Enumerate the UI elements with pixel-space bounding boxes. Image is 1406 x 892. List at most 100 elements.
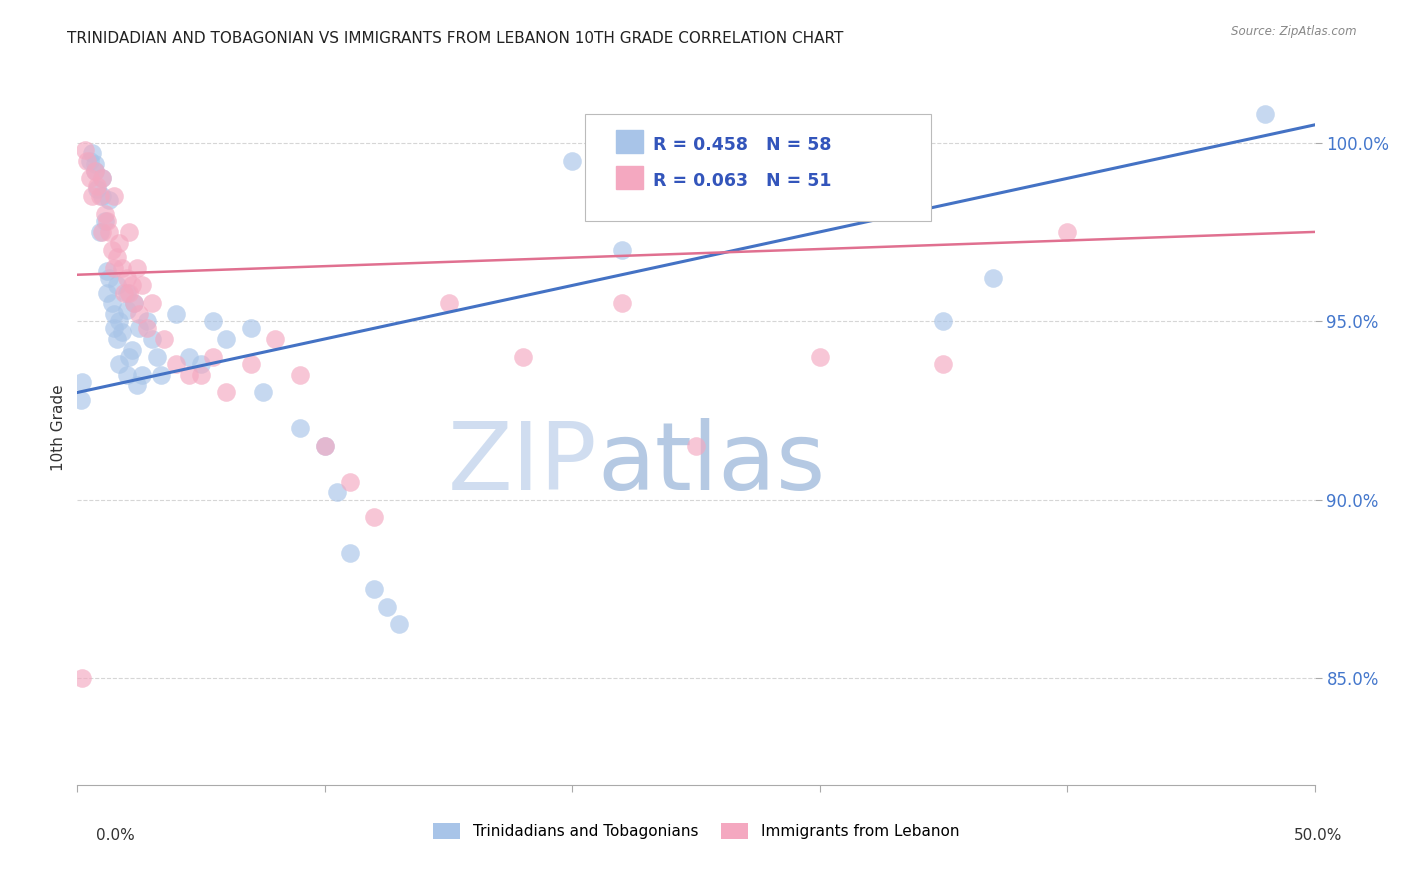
Point bbox=[91, 189, 114, 203]
Point bbox=[72, 375, 94, 389]
Point bbox=[108, 314, 131, 328]
Point bbox=[115, 285, 138, 300]
Bar bbox=[616, 166, 643, 189]
Point bbox=[79, 153, 101, 168]
Point bbox=[112, 285, 135, 300]
Point bbox=[239, 321, 262, 335]
Point bbox=[91, 171, 114, 186]
Point bbox=[89, 225, 111, 239]
Point bbox=[932, 357, 955, 371]
Point bbox=[91, 171, 114, 186]
Point bbox=[108, 357, 131, 371]
Point bbox=[561, 153, 583, 168]
Bar bbox=[616, 130, 643, 153]
Point bbox=[363, 510, 385, 524]
Point bbox=[177, 350, 200, 364]
Point bbox=[190, 368, 212, 382]
Point bbox=[141, 332, 163, 346]
Point bbox=[115, 368, 138, 382]
Point bbox=[264, 332, 287, 346]
Point bbox=[932, 314, 955, 328]
Text: Source: ZipAtlas.com: Source: ZipAtlas.com bbox=[1232, 25, 1357, 38]
Point bbox=[111, 260, 134, 275]
Point bbox=[96, 264, 118, 278]
Point bbox=[1056, 225, 1078, 239]
Point bbox=[981, 271, 1004, 285]
Point bbox=[165, 307, 187, 321]
Point bbox=[98, 193, 121, 207]
Point bbox=[83, 157, 105, 171]
Point bbox=[202, 350, 225, 364]
Point bbox=[103, 189, 125, 203]
Point bbox=[96, 285, 118, 300]
Point bbox=[437, 296, 460, 310]
Point bbox=[115, 303, 138, 318]
Point bbox=[128, 321, 150, 335]
Point bbox=[70, 392, 93, 407]
Text: R = 0.063   N = 51: R = 0.063 N = 51 bbox=[652, 171, 831, 189]
Point bbox=[150, 368, 173, 382]
Point bbox=[288, 421, 311, 435]
Point bbox=[105, 250, 128, 264]
Point bbox=[73, 143, 96, 157]
Point bbox=[83, 164, 105, 178]
Point bbox=[118, 285, 141, 300]
Point bbox=[610, 296, 633, 310]
Point bbox=[93, 207, 115, 221]
Point bbox=[190, 357, 212, 371]
Point bbox=[125, 378, 148, 392]
Point bbox=[91, 225, 114, 239]
Point bbox=[82, 146, 104, 161]
Point bbox=[103, 260, 125, 275]
Point bbox=[135, 321, 157, 335]
Point bbox=[512, 350, 534, 364]
Point bbox=[215, 385, 238, 400]
Point bbox=[135, 314, 157, 328]
Point bbox=[118, 225, 141, 239]
Point bbox=[339, 546, 361, 560]
Point bbox=[93, 214, 115, 228]
Point bbox=[111, 325, 134, 339]
Point bbox=[79, 171, 101, 186]
Point bbox=[145, 350, 167, 364]
Point bbox=[808, 350, 831, 364]
Point bbox=[610, 243, 633, 257]
Point bbox=[76, 153, 98, 168]
Point bbox=[105, 278, 128, 293]
Point bbox=[363, 582, 385, 596]
Point bbox=[141, 296, 163, 310]
Text: ZIP: ZIP bbox=[447, 417, 598, 510]
Point bbox=[121, 278, 143, 293]
Point bbox=[101, 243, 124, 257]
Point bbox=[165, 357, 187, 371]
Point bbox=[153, 332, 176, 346]
Point bbox=[118, 350, 141, 364]
Point bbox=[586, 189, 609, 203]
Point bbox=[108, 235, 131, 250]
Point bbox=[105, 332, 128, 346]
Point bbox=[103, 307, 125, 321]
Point bbox=[177, 368, 200, 382]
Point bbox=[339, 475, 361, 489]
Text: 0.0%: 0.0% bbox=[96, 828, 135, 843]
Point bbox=[239, 357, 262, 371]
Point bbox=[252, 385, 274, 400]
Point bbox=[122, 296, 145, 310]
Text: R = 0.458   N = 58: R = 0.458 N = 58 bbox=[652, 136, 831, 153]
Point bbox=[101, 296, 124, 310]
Legend: Trinidadians and Tobagonians, Immigrants from Lebanon: Trinidadians and Tobagonians, Immigrants… bbox=[426, 817, 966, 845]
Text: atlas: atlas bbox=[598, 417, 825, 510]
Point bbox=[288, 368, 311, 382]
FancyBboxPatch shape bbox=[585, 114, 931, 221]
Point bbox=[82, 189, 104, 203]
Point bbox=[1254, 107, 1277, 121]
Point bbox=[215, 332, 238, 346]
Point bbox=[103, 321, 125, 335]
Y-axis label: 10th Grade: 10th Grade bbox=[51, 384, 66, 472]
Point bbox=[122, 296, 145, 310]
Point bbox=[72, 671, 94, 685]
Text: 50.0%: 50.0% bbox=[1295, 828, 1343, 843]
Text: TRINIDADIAN AND TOBAGONIAN VS IMMIGRANTS FROM LEBANON 10TH GRADE CORRELATION CHA: TRINIDADIAN AND TOBAGONIAN VS IMMIGRANTS… bbox=[67, 31, 844, 46]
Point bbox=[131, 278, 153, 293]
Point bbox=[375, 599, 398, 614]
